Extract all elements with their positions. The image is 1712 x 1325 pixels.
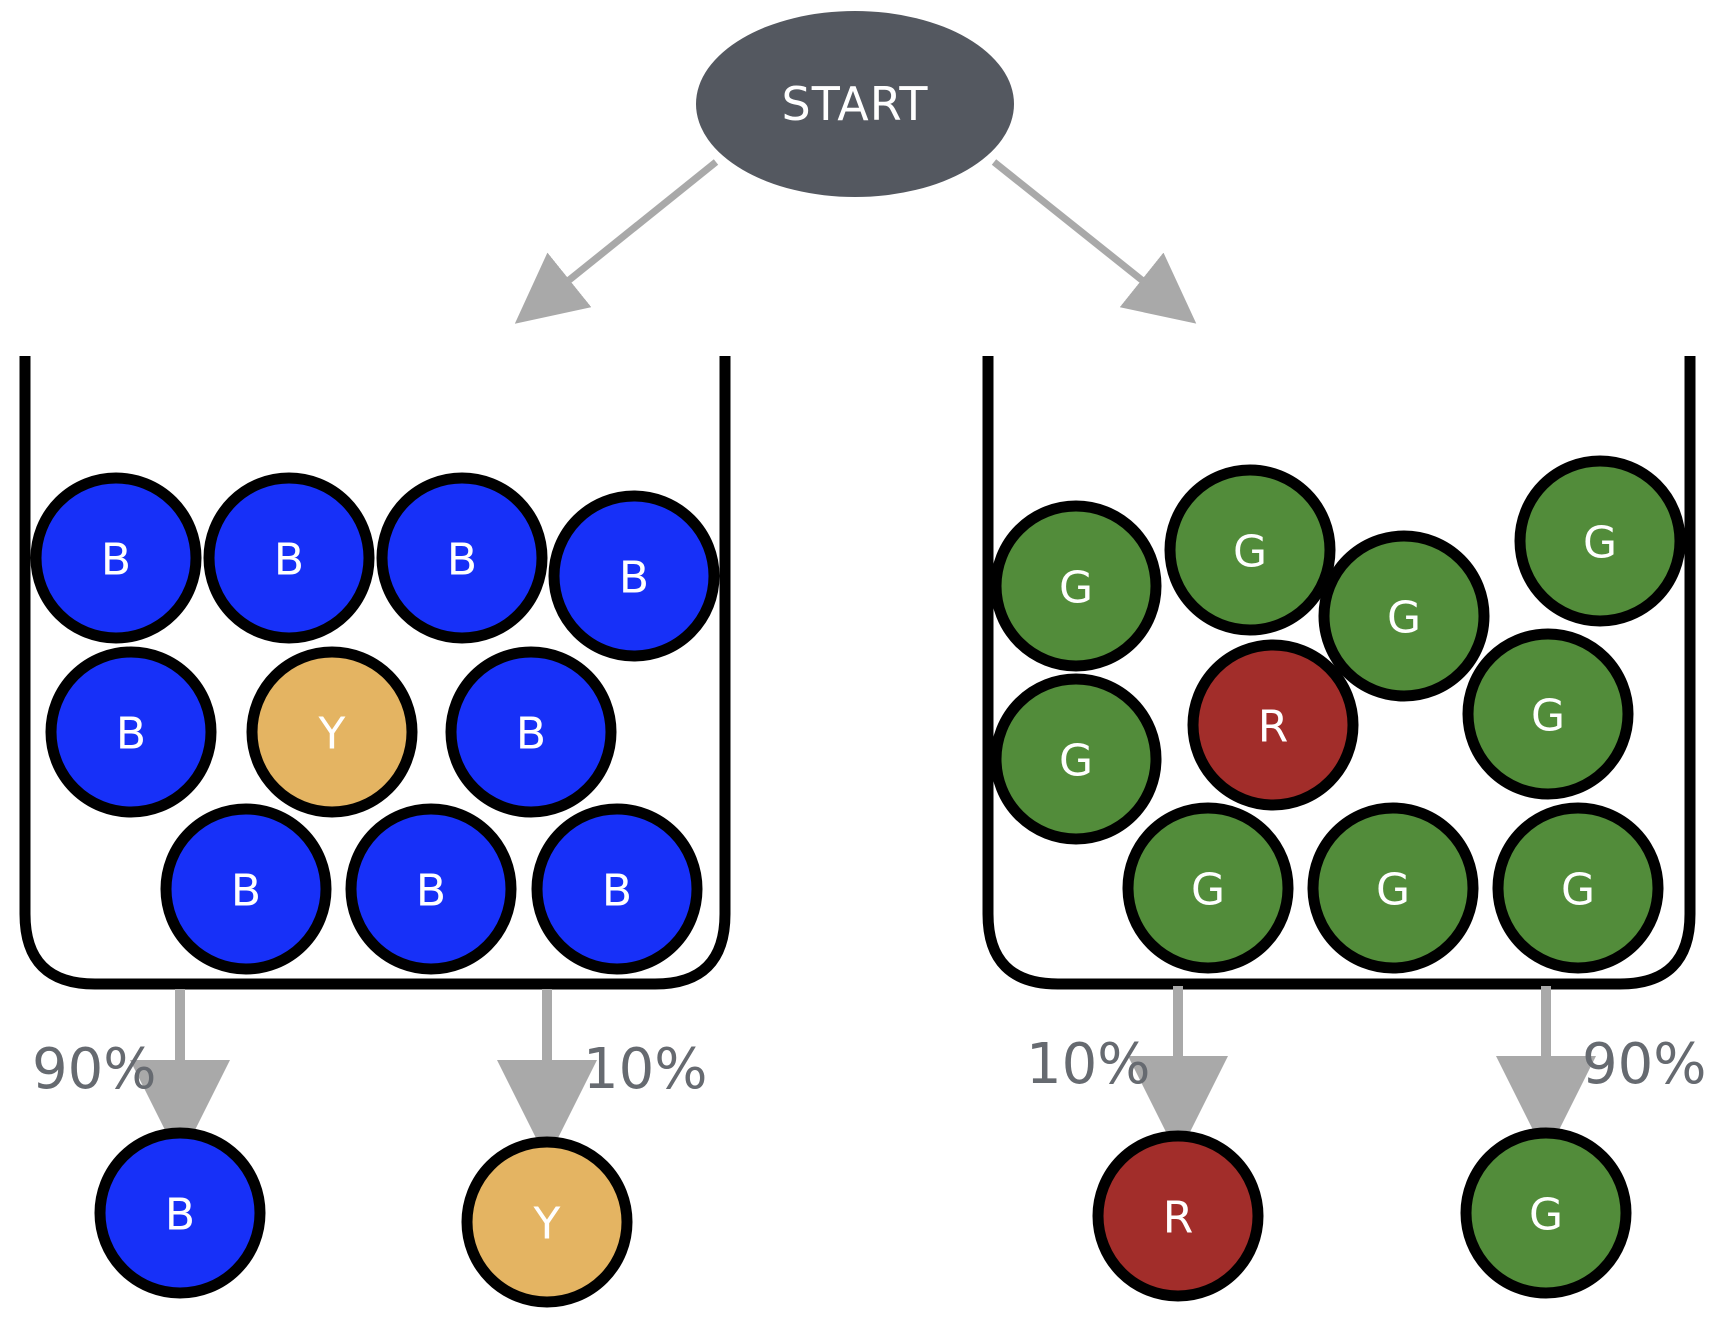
right-urn-ball: G [990, 673, 1162, 845]
left-urn-ball-label: B [619, 553, 649, 604]
right-urn-ball-label: G [1583, 518, 1617, 569]
right-urn-ball-label: G [1561, 865, 1595, 916]
right-urn-ball: G [1492, 802, 1664, 974]
left-urn-ball: B [30, 472, 202, 644]
start-ellipse [696, 11, 1014, 197]
right-urn-ball-circle [1492, 802, 1664, 974]
left-urn-ball: B [160, 803, 332, 975]
left-urn-ball-label: B [231, 866, 261, 917]
left-urn-ball: B [445, 646, 617, 818]
start-label: START [782, 77, 929, 131]
left-urn-ball-circle [548, 490, 720, 662]
right-urn-ball: R [1187, 639, 1359, 811]
left-urn-ball-circle [160, 803, 332, 975]
right-urn-ball-label: R [1258, 702, 1289, 753]
left-urn [19, 356, 731, 990]
left-urn-ball-circle [45, 646, 217, 818]
left-urn-balls: B B B B B Y B B B B [30, 472, 720, 975]
right-outcome-ball-circle [1460, 1127, 1632, 1299]
right-urn-ball-circle [1318, 530, 1490, 702]
right-urn-ball-label: G [1059, 563, 1093, 614]
left-urn-ball-label: Y [318, 709, 346, 760]
left-outcome-ball-circle [94, 1127, 266, 1299]
left-urn-ball-circle [246, 646, 418, 818]
right-outcome-ball-label: G [1529, 1190, 1563, 1241]
left-urn-ball-circle [30, 472, 202, 644]
right-urn-ball: G [1307, 802, 1479, 974]
right-urn-ball-circle [1307, 802, 1479, 974]
left-urn-ball-label: B [516, 709, 546, 760]
left-urn-ball-label: B [101, 535, 131, 586]
right-urn-ball-circle [1122, 802, 1294, 974]
right-outcome-ball-circle [1092, 1130, 1264, 1302]
left-urn-ball: Y [246, 646, 418, 818]
left-outcome-ball: B [94, 1127, 266, 1299]
right-urn-ball-circle [1514, 455, 1686, 627]
right-outcome-ball: R [1092, 1130, 1264, 1302]
left-outcome-ball: Y [461, 1136, 633, 1308]
left-urn-ball: B [345, 803, 517, 975]
left-urn-ball-circle [203, 472, 375, 644]
right-outcome-2-percent: 90% [1582, 1032, 1706, 1097]
right-urn-ball-circle [990, 500, 1162, 672]
right-urn-ball: G [990, 500, 1162, 672]
right-urn-ball-circle [1187, 639, 1359, 811]
left-outcome-ball-label: Y [533, 1199, 561, 1250]
right-outcome-ball: G [1460, 1127, 1632, 1299]
right-urn-ball-label: G [1531, 691, 1565, 742]
right-urn-balls: G G G G G R G G G G [990, 455, 1686, 974]
right-urn [982, 356, 1696, 990]
right-urn-ball-circle [990, 673, 1162, 845]
right-urn-ball-circle [1164, 464, 1336, 636]
right-urn-ball: G [1164, 464, 1336, 636]
left-urn-ball-label: B [602, 866, 632, 917]
right-urn-ball: G [1318, 530, 1490, 702]
left-urn-ball-label: B [447, 535, 477, 586]
left-outcome-ball-label: B [165, 1190, 195, 1241]
right-outcome-1-percent: 10% [1026, 1032, 1150, 1097]
left-urn-ball: B [203, 472, 375, 644]
right-urn-ball-label: G [1387, 593, 1421, 644]
right-urn-ball-label: G [1059, 736, 1093, 787]
left-urn-ball-circle [531, 803, 703, 975]
left-urn-ball-label: B [274, 535, 304, 586]
start-node: START [696, 11, 1014, 197]
left-outcome-1-percent: 90% [32, 1037, 156, 1102]
right-urn-ball-circle [1462, 628, 1634, 800]
left-urn-ball-circle [345, 803, 517, 975]
arrow-start-to-left-urn [514, 159, 719, 324]
arrow-start-to-right-urn [991, 159, 1197, 324]
right-outcome-ball-label: R [1163, 1193, 1194, 1244]
left-urn-ball: B [531, 803, 703, 975]
left-urn-ball-circle [376, 472, 548, 644]
right-urn-ball-label: G [1191, 865, 1225, 916]
left-outcome-2-percent: 10% [583, 1037, 707, 1102]
left-urn-ball: B [548, 490, 720, 662]
right-urn-ball: G [1122, 802, 1294, 974]
left-urn-ball-label: B [116, 709, 146, 760]
left-urn-ball-label: B [416, 866, 446, 917]
left-urn-ball: B [45, 646, 217, 818]
right-urn-ball: G [1514, 455, 1686, 627]
left-urn-ball: B [376, 472, 548, 644]
left-urn-ball-circle [445, 646, 617, 818]
right-urn-ball-label: G [1233, 527, 1267, 578]
right-urn-ball: G [1462, 628, 1634, 800]
right-urn-ball-label: G [1376, 865, 1410, 916]
left-outcome-ball-circle [461, 1136, 633, 1308]
